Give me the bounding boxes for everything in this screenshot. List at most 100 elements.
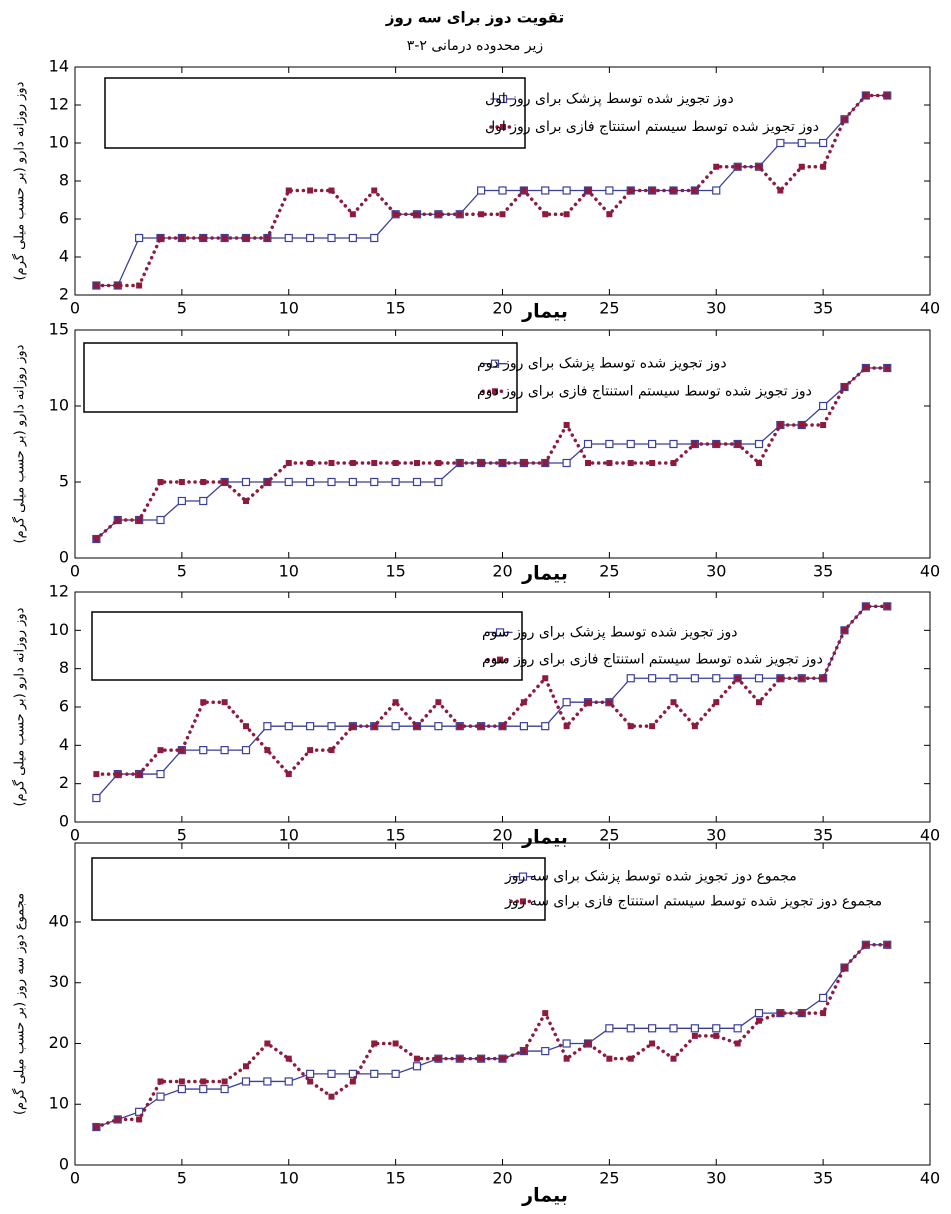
data-point bbox=[434, 477, 443, 487]
data-point bbox=[414, 460, 420, 466]
data-point bbox=[712, 674, 721, 683]
data-point bbox=[754, 1009, 764, 1018]
x-axis-label: بیمار bbox=[521, 563, 568, 585]
data-point bbox=[307, 187, 314, 194]
x-tick-label: 0 bbox=[70, 826, 80, 845]
series-line bbox=[94, 366, 889, 541]
data-point bbox=[392, 460, 399, 466]
y-tick-label: 10 bbox=[49, 396, 69, 415]
data-point bbox=[391, 477, 400, 487]
data-point bbox=[712, 186, 721, 195]
x-tick-label: 30 bbox=[706, 1169, 726, 1188]
data-point bbox=[820, 422, 827, 428]
legend-label: دوز تجویز شده توسط سیستم استنتاج فازی بر… bbox=[482, 652, 823, 668]
data-point bbox=[392, 699, 399, 706]
data-point bbox=[520, 699, 527, 706]
data-point bbox=[371, 460, 378, 466]
x-tick-label: 10 bbox=[279, 1169, 299, 1188]
data-point bbox=[199, 496, 208, 506]
data-point bbox=[371, 187, 378, 194]
x-tick-label: 0 bbox=[70, 562, 80, 581]
legend-label: دوز تجویز شده توسط پزشک برای روز سوم bbox=[482, 624, 738, 640]
data-point bbox=[756, 1017, 762, 1024]
data-point bbox=[541, 722, 550, 731]
data-point bbox=[241, 477, 251, 487]
data-point bbox=[307, 1078, 314, 1085]
data-point bbox=[156, 1092, 165, 1101]
data-point bbox=[498, 186, 507, 195]
data-point bbox=[306, 1069, 315, 1078]
legend-label: دوز تجویز شده توسط سیستم استنتاج فازی بر… bbox=[485, 119, 819, 135]
y-tick-label: 2 bbox=[59, 285, 69, 304]
data-point bbox=[284, 233, 293, 243]
data-point bbox=[734, 441, 741, 447]
data-point bbox=[284, 477, 293, 487]
chart-subtitle: زیر محدوده درمانی ۲-۳ bbox=[407, 38, 543, 54]
data-point bbox=[200, 479, 207, 485]
y-tick-label: 14 bbox=[49, 57, 69, 76]
data-point bbox=[285, 1055, 292, 1062]
data-point bbox=[648, 1024, 657, 1033]
data-point bbox=[348, 1069, 357, 1078]
data-point bbox=[670, 187, 677, 194]
y-tick-label: 12 bbox=[49, 95, 69, 114]
data-point bbox=[477, 186, 486, 195]
data-point bbox=[563, 422, 570, 428]
data-point bbox=[841, 384, 848, 390]
data-point bbox=[243, 723, 249, 730]
data-point bbox=[541, 186, 550, 195]
data-point bbox=[370, 1069, 379, 1078]
x-tick-label: 35 bbox=[813, 826, 833, 845]
y-tick-label: 20 bbox=[49, 1033, 69, 1052]
data-point bbox=[92, 793, 101, 803]
x-tick-label: 10 bbox=[279, 562, 299, 581]
data-point bbox=[691, 441, 698, 447]
data-point bbox=[328, 187, 335, 194]
data-point bbox=[563, 211, 570, 218]
y-tick-label: 0 bbox=[59, 548, 69, 567]
data-point bbox=[626, 1024, 635, 1033]
data-point bbox=[221, 1078, 228, 1085]
data-point bbox=[585, 1040, 591, 1047]
x-tick-label: 20 bbox=[492, 562, 512, 581]
x-tick-label: 15 bbox=[385, 1169, 405, 1188]
data-point bbox=[412, 1062, 422, 1071]
data-point bbox=[328, 747, 335, 754]
data-point bbox=[156, 515, 165, 525]
y-axis-label: مجموع دوز سه روز (بر حسب میلی گرم) bbox=[12, 893, 28, 1115]
data-point bbox=[199, 746, 208, 755]
data-point bbox=[820, 163, 827, 170]
data-point bbox=[435, 699, 442, 706]
x-tick-label: 40 bbox=[920, 826, 940, 845]
data-point bbox=[221, 479, 228, 485]
data-point bbox=[499, 460, 506, 466]
y-tick-label: 5 bbox=[59, 472, 69, 491]
series-line bbox=[94, 604, 889, 777]
y-axis-label: دوز روزانه دارو (بر حسب میلی گرم) bbox=[12, 344, 28, 543]
data-point bbox=[307, 460, 314, 466]
data-point bbox=[884, 941, 891, 948]
data-point bbox=[435, 211, 442, 218]
data-point bbox=[434, 722, 443, 731]
x-tick-label: 10 bbox=[279, 299, 299, 318]
data-point bbox=[713, 1032, 720, 1039]
data-point bbox=[392, 211, 399, 218]
y-tick-label: 15 bbox=[49, 320, 69, 339]
y-tick-label: 4 bbox=[59, 735, 69, 754]
data-point bbox=[157, 235, 164, 241]
data-point bbox=[670, 699, 677, 706]
data-point bbox=[348, 477, 357, 487]
data-point bbox=[819, 401, 828, 411]
data-point bbox=[177, 1084, 186, 1094]
x-tick-label: 30 bbox=[706, 299, 726, 318]
data-point bbox=[626, 439, 635, 449]
data-point bbox=[841, 627, 848, 634]
data-point bbox=[285, 771, 292, 778]
x-tick-label: 35 bbox=[813, 299, 833, 318]
data-point bbox=[777, 675, 784, 682]
y-tick-label: 4 bbox=[59, 247, 69, 266]
data-point bbox=[178, 479, 185, 485]
data-point bbox=[349, 211, 356, 218]
